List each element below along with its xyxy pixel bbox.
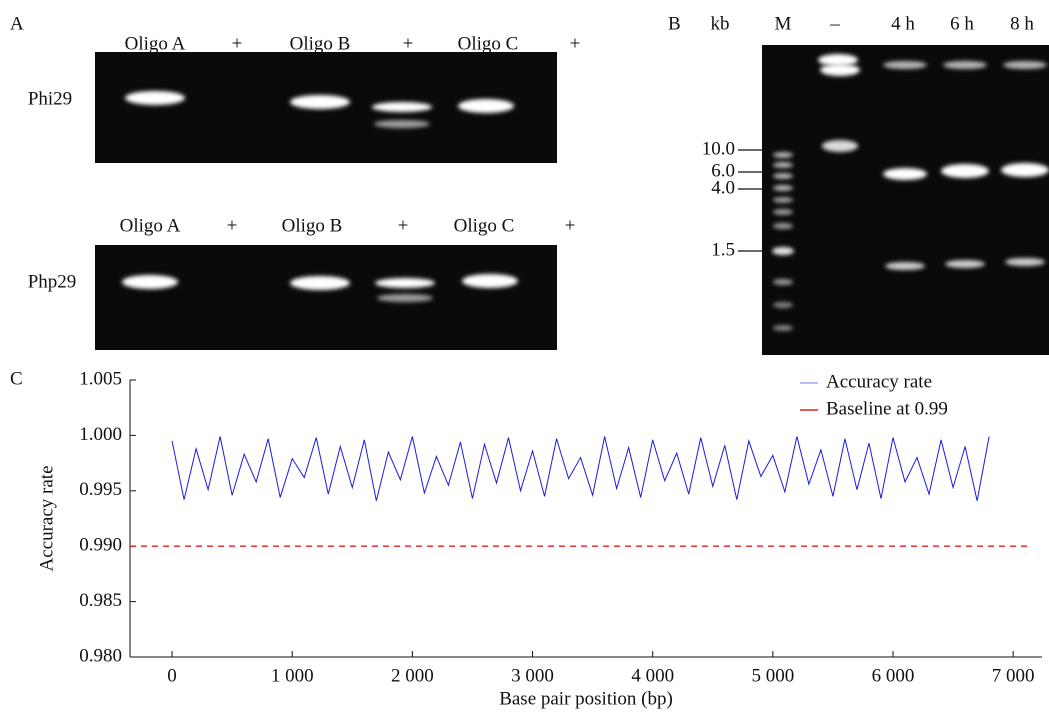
row-label: Phi29 bbox=[28, 88, 72, 109]
x-tick-label: 3 000 bbox=[511, 665, 554, 686]
x-tick-label: 7 000 bbox=[992, 665, 1035, 686]
lane-label: + bbox=[570, 33, 581, 54]
x-tick-label: 2 000 bbox=[391, 665, 434, 686]
lane-label: + bbox=[403, 33, 414, 54]
unit-label: kb bbox=[711, 13, 730, 34]
y-tick-label: 0.990 bbox=[79, 535, 122, 556]
data-line bbox=[171, 436, 990, 501]
lane-label: 4 h bbox=[891, 13, 915, 34]
panel-label: B bbox=[668, 13, 681, 34]
gel bbox=[95, 245, 557, 350]
panel-a: A Phi29 Oligo A + Oligo B + Oligo C + Ph… bbox=[10, 13, 580, 350]
lane-label: M bbox=[775, 13, 792, 34]
gel bbox=[762, 45, 1049, 355]
legend-label: Accuracy rate bbox=[826, 371, 932, 392]
lane-label: Oligo B bbox=[282, 215, 343, 236]
panel-c: C 0.980 0.985 0.990 0.995 1.000 1.005 0 1 000 2 … bbox=[10, 368, 1042, 709]
x-tick-label: 1 000 bbox=[271, 665, 314, 686]
lane-label: Oligo A bbox=[120, 215, 181, 236]
y-tick-label: 1.000 bbox=[79, 424, 122, 445]
lane-label: + bbox=[565, 215, 576, 236]
y-axis-title: Accuracy rate bbox=[36, 465, 57, 571]
size-label: 1.5 bbox=[711, 239, 735, 260]
panel-label: C bbox=[10, 368, 23, 389]
size-ticks bbox=[738, 149, 762, 252]
x-tick-label: 5 000 bbox=[751, 665, 794, 686]
lane-label: 8 h bbox=[1010, 13, 1034, 34]
lane-label: + bbox=[227, 215, 238, 236]
size-label: 10.0 bbox=[702, 138, 735, 159]
y-tick-label: 0.995 bbox=[79, 479, 122, 500]
panel-label: A bbox=[10, 13, 24, 34]
lane-label: 6 h bbox=[950, 13, 974, 34]
gel-bands bbox=[125, 91, 514, 128]
panel-b: B kb M – 4 h 6 h 8 h 10.0 6.0 4.0 1.5 bbox=[668, 13, 1049, 355]
lane-label: Oligo C bbox=[458, 33, 519, 54]
row-label: Php29 bbox=[28, 271, 77, 292]
size-label: 4.0 bbox=[711, 177, 735, 198]
x-tick-label: 0 bbox=[167, 665, 177, 686]
x-axis-title: Base pair position (bp) bbox=[499, 688, 673, 709]
gel-bands bbox=[122, 274, 518, 302]
lane-label: + bbox=[398, 215, 409, 236]
lane-label: Oligo C bbox=[454, 215, 515, 236]
x-tick-label: 6 000 bbox=[872, 665, 915, 686]
y-tick-label: 0.985 bbox=[79, 590, 122, 611]
lane-label: + bbox=[232, 33, 243, 54]
legend-label: Baseline at 0.99 bbox=[826, 398, 948, 419]
size-label: 6.0 bbox=[711, 160, 735, 181]
lane-label: Oligo B bbox=[290, 33, 351, 54]
gel-bands bbox=[772, 54, 1049, 331]
x-tick-label: 4 000 bbox=[631, 665, 674, 686]
y-tick-label: 0.980 bbox=[79, 645, 122, 666]
lane-label: – bbox=[829, 13, 840, 34]
y-tick-label: 1.005 bbox=[79, 368, 122, 389]
lane-label: Oligo A bbox=[125, 33, 186, 54]
